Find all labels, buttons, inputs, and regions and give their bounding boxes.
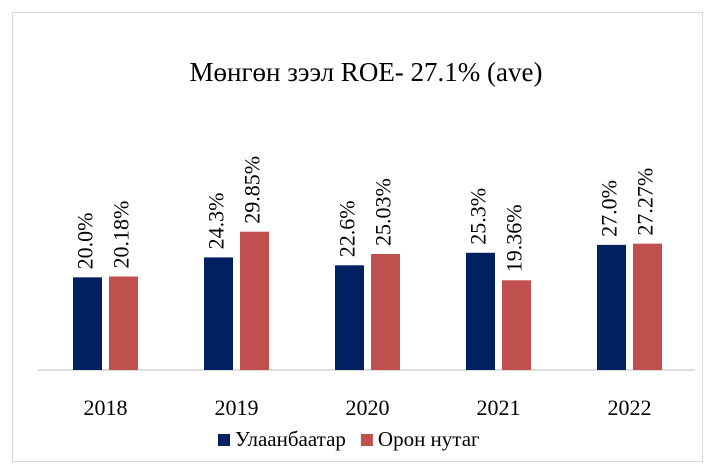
data-label: 20.0% bbox=[73, 213, 98, 270]
x-tick-label: 2022 bbox=[608, 395, 652, 420]
data-label: 25.03% bbox=[371, 178, 396, 246]
bar bbox=[240, 231, 269, 370]
data-label: 20.18% bbox=[109, 201, 134, 269]
bar bbox=[335, 265, 364, 370]
data-label: 19.36% bbox=[502, 204, 527, 272]
x-tick-label: 2018 bbox=[84, 395, 128, 420]
chart-frame bbox=[12, 12, 703, 462]
bar bbox=[502, 280, 531, 370]
legend-label: Орон нутаг bbox=[378, 427, 480, 451]
x-tick-label: 2019 bbox=[215, 395, 259, 420]
bar bbox=[109, 276, 138, 370]
bar bbox=[633, 243, 662, 370]
data-label: 29.85% bbox=[240, 156, 265, 224]
data-label: 24.3% bbox=[204, 193, 229, 250]
legend-swatch bbox=[218, 434, 230, 446]
data-label: 27.27% bbox=[633, 168, 658, 236]
bar bbox=[597, 244, 626, 370]
data-label: 22.6% bbox=[335, 200, 360, 257]
chart-title: Мөнгөн зээл ROE- 27.1% (ave) bbox=[190, 57, 543, 87]
data-label: 25.3% bbox=[466, 188, 491, 245]
bar bbox=[371, 254, 400, 370]
x-tick-label: 2020 bbox=[346, 395, 390, 420]
x-tick-label: 2021 bbox=[477, 395, 521, 420]
data-label: 27.0% bbox=[597, 180, 622, 237]
bar bbox=[204, 257, 233, 370]
bar bbox=[73, 277, 102, 370]
bar bbox=[466, 252, 495, 370]
legend-swatch bbox=[360, 434, 373, 446]
legend-label: Улаанбаатар bbox=[235, 427, 346, 451]
